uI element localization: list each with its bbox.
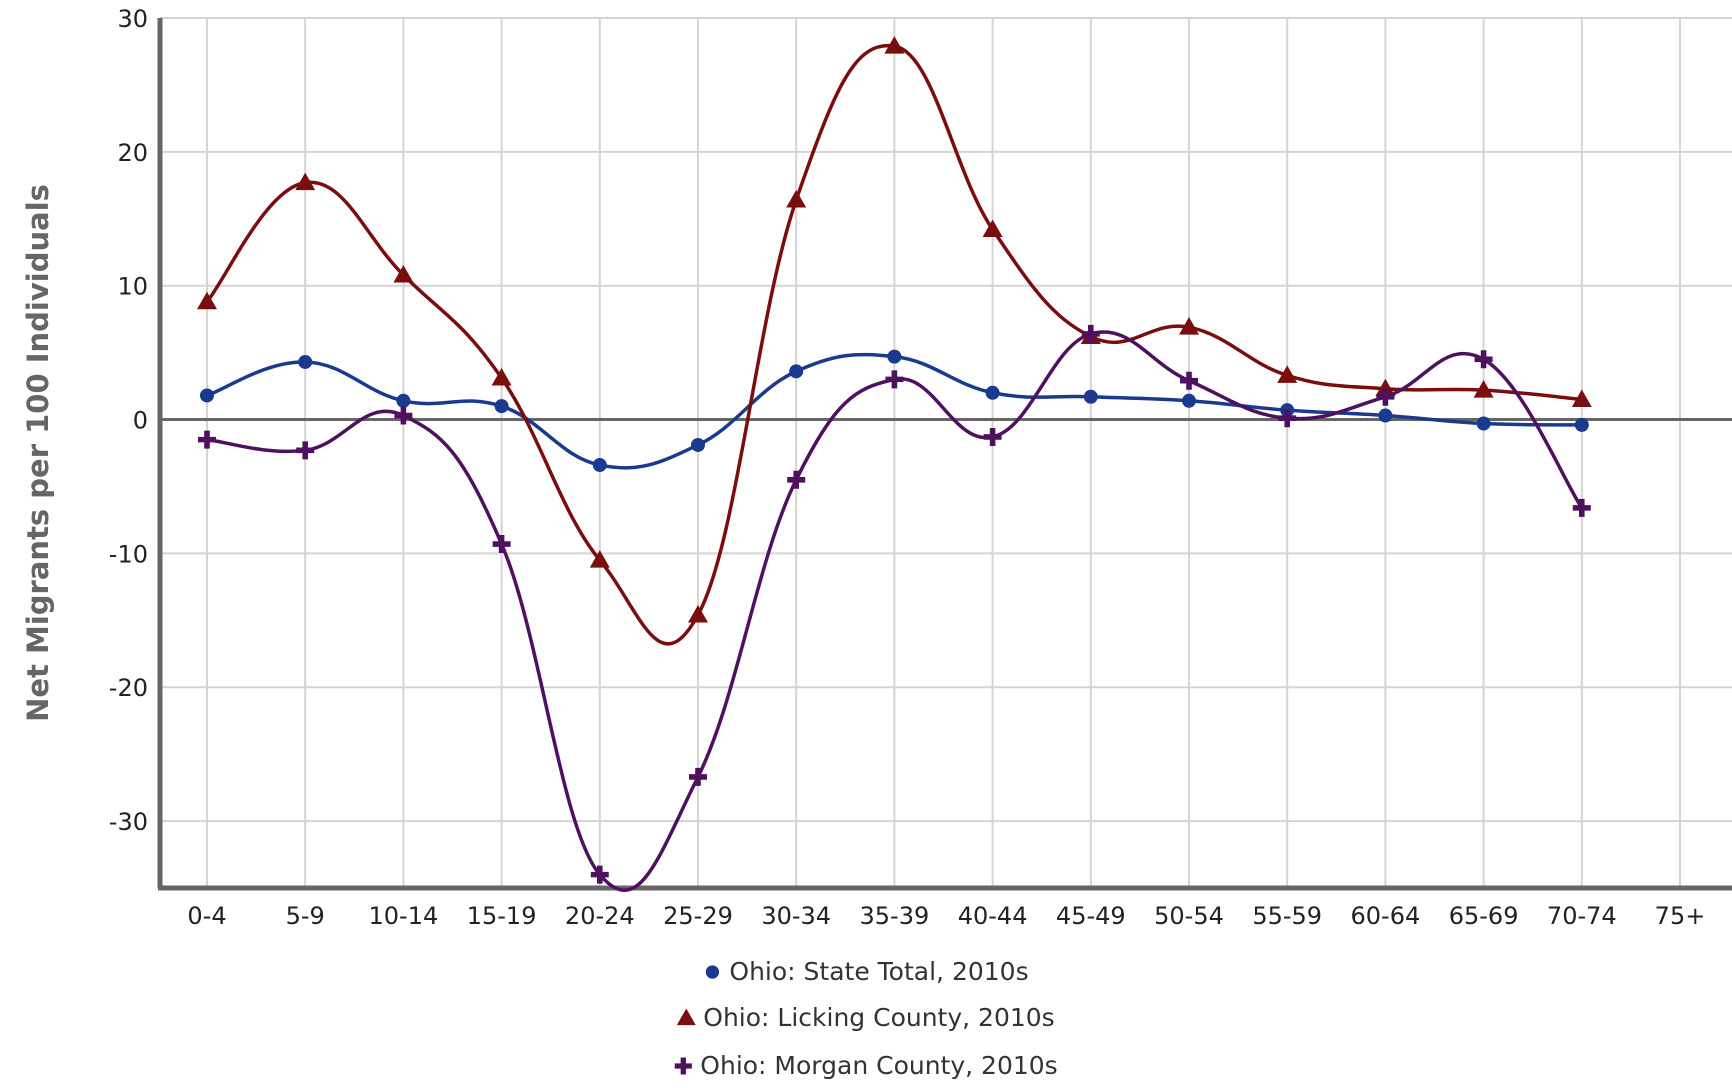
data-point (688, 604, 708, 623)
data-point (885, 370, 904, 389)
data-point (197, 291, 217, 310)
data-point (1277, 365, 1298, 383)
data-point (1376, 387, 1395, 406)
legend-item: Ohio: Morgan County, 2010s (674, 1051, 1058, 1080)
data-point (198, 430, 216, 449)
data-point (982, 219, 1003, 237)
data-point (1474, 350, 1493, 369)
x-tick-label: 0-4 (187, 902, 226, 930)
legend-item: Ohio: State Total, 2010s (705, 957, 1029, 986)
x-tick-label: 75+ (1655, 902, 1706, 930)
data-point (1572, 498, 1591, 517)
data-point (394, 406, 413, 425)
x-tick-label: 10-14 (369, 902, 439, 930)
data-point (1571, 389, 1592, 407)
y-tick-label: 20 (117, 139, 148, 167)
data-point (298, 354, 313, 369)
series-3 (198, 324, 1591, 892)
data-point (786, 190, 807, 208)
data-point (590, 865, 609, 884)
data-point (1182, 393, 1196, 408)
data-point (492, 535, 511, 554)
legend-marker (676, 1008, 696, 1026)
data-point (689, 767, 707, 786)
data-point (494, 399, 509, 414)
data-point (1179, 317, 1199, 335)
data-point (491, 368, 512, 386)
data-point (296, 441, 315, 460)
data-point (884, 36, 905, 54)
x-tick-label: 35-39 (860, 902, 930, 930)
data-point (592, 458, 607, 473)
data-point (1574, 417, 1589, 432)
legend-label: Ohio: Morgan County, 2010s (700, 1051, 1057, 1080)
legend-marker (674, 1057, 692, 1075)
x-tick-label: 30-34 (761, 902, 831, 930)
series-line (206, 330, 1584, 892)
x-tick-label: 25-29 (663, 902, 733, 930)
data-point (1378, 408, 1393, 423)
legend-item: Ohio: Licking County, 2010s (676, 1003, 1055, 1032)
x-tick-label: 40-44 (958, 902, 1028, 930)
x-tick-label: 60-64 (1351, 902, 1421, 930)
data-point (983, 427, 1002, 446)
x-tick-label: 70-74 (1547, 902, 1617, 930)
data-point (1476, 416, 1491, 431)
data-point (887, 349, 902, 364)
data-point (396, 393, 411, 408)
data-point (787, 470, 806, 489)
y-axis-label: Net Migrants per 100 Individuals (21, 184, 55, 722)
y-tick-label: -20 (109, 674, 148, 702)
data-point (1375, 378, 1396, 397)
x-tick-label: 45-49 (1056, 902, 1126, 930)
data-point (200, 388, 214, 403)
legend: Ohio: State Total, 2010s Ohio: Licking Co… (674, 957, 1058, 1080)
x-tick-label: 50-54 (1154, 902, 1224, 930)
y-tick-label: -10 (109, 540, 148, 568)
data-point (1278, 409, 1297, 428)
data-point (1473, 380, 1494, 398)
data-point (1083, 389, 1098, 404)
x-tick-label: 55-59 (1252, 902, 1322, 930)
series-layer (197, 36, 1592, 892)
data-point (295, 172, 316, 191)
y-tick-label: -30 (109, 808, 148, 836)
legend-label: Ohio: Licking County, 2010s (703, 1003, 1054, 1032)
data-point (1180, 371, 1198, 390)
x-tick-label: 65-69 (1449, 902, 1519, 930)
legend-label: Ohio: State Total, 2010s (729, 957, 1028, 986)
y-tick-label: 30 (117, 5, 148, 33)
x-tick-label: 15-19 (467, 902, 537, 930)
x-tick-label: 20-24 (565, 902, 635, 930)
data-point (789, 364, 804, 379)
x-tick-label: 5-9 (286, 902, 325, 930)
data-point (985, 385, 1000, 400)
data-point (1081, 324, 1100, 343)
legend-marker (705, 965, 720, 979)
grid (160, 17, 1732, 888)
data-point (589, 550, 610, 568)
y-tick-label: 10 (117, 273, 148, 301)
data-point (691, 437, 705, 452)
y-tick-labels: 30 20 10 0 -10 -20 -30 (109, 5, 148, 836)
data-point (393, 264, 414, 283)
x-tick-labels: 0-4 5-9 10-14 15-19 20-24 25-29 30-34 35-39 40-4… (187, 902, 1705, 930)
y-tick-label: 0 (133, 407, 148, 435)
axes (157, 18, 1732, 891)
